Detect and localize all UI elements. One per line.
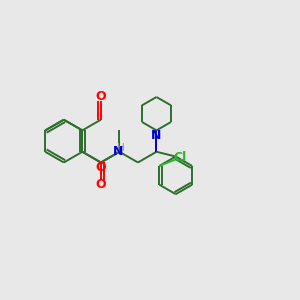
Text: Cl: Cl [173,151,186,164]
Text: O: O [96,90,106,103]
Text: H: H [117,143,125,153]
Text: N: N [151,129,162,142]
Text: O: O [96,161,106,174]
Text: O: O [96,178,106,191]
Text: N: N [113,145,123,158]
